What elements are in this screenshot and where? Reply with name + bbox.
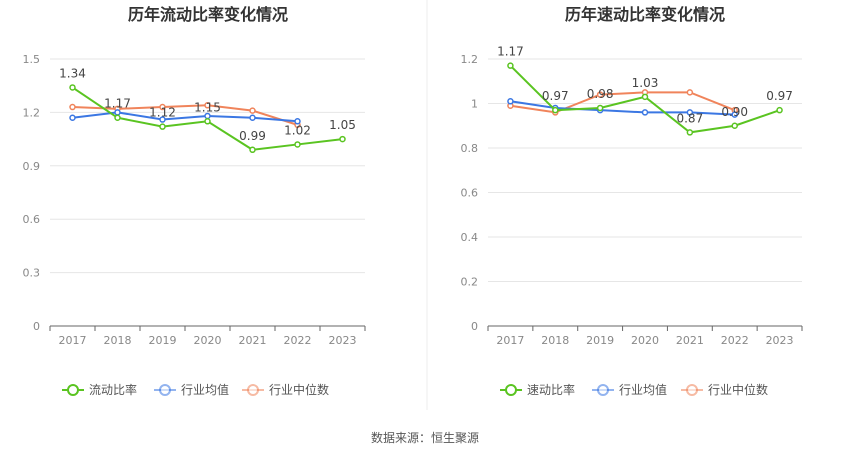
legend-item-1: 流动比率 [62, 382, 137, 397]
chart-title: 历年流动比率变化情况 [128, 5, 288, 24]
legend-label: 速动比率 [527, 382, 575, 397]
data-label: 1.05 [329, 118, 356, 132]
y-tick-label: 0 [33, 320, 40, 333]
data-point [69, 84, 76, 91]
data-point [69, 103, 76, 111]
data-label: 1.15 [194, 100, 221, 114]
x-tick-label: 2020 [631, 334, 659, 347]
legend-marker [247, 384, 259, 396]
legend-item-3: 行业中位数 [242, 382, 329, 397]
legend-label: 行业中位数 [708, 382, 768, 397]
data-point [507, 62, 514, 69]
x-tick-label: 2023 [766, 334, 794, 347]
data-point [552, 106, 559, 114]
legend-label: 行业均值 [181, 382, 229, 397]
data-point [339, 135, 346, 143]
data-source-note: 数据来源：恒生聚源 [370, 431, 479, 445]
x-tick-label: 2018 [104, 334, 132, 347]
data-label: 1.17 [497, 45, 524, 59]
y-tick-label: 1.2 [461, 53, 479, 66]
series-line-2 [510, 100, 735, 116]
x-tick-label: 2021 [239, 334, 267, 347]
chart-panel-1: 历年流动比率变化情况 0 0.3 0.6 0.9 1.2 1.5 2017 2018 2019 20… [23, 5, 366, 397]
legend-marker [597, 384, 609, 396]
legend-label: 行业均值 [619, 382, 667, 397]
data-label: 1.34 [59, 66, 86, 80]
data-point [776, 106, 783, 114]
data-label: 0.97 [766, 89, 793, 103]
data-point [249, 114, 256, 121]
data-label: 1.03 [632, 76, 659, 90]
y-tick-label: 0.4 [461, 231, 479, 244]
y-tick-label: 1 [471, 98, 478, 111]
y-tick-label: 0.2 [461, 276, 479, 289]
x-tick-label: 2022 [721, 334, 749, 347]
data-point [204, 102, 211, 109]
data-label: 1.17 [104, 97, 131, 111]
data-point [249, 146, 256, 154]
legend-marker [67, 384, 79, 396]
data-point [686, 89, 694, 96]
data-point [159, 103, 166, 111]
data-label: 0.90 [721, 105, 748, 119]
legend-label: 行业中位数 [269, 382, 329, 397]
y-tick-label: 0.6 [23, 213, 41, 226]
data-point [596, 104, 604, 112]
x-tick-label: 2019 [586, 334, 614, 347]
data-point [204, 118, 211, 125]
legend-item-3: 行业中位数 [681, 382, 768, 397]
legend-item-2: 行业均值 [154, 382, 229, 397]
y-tick-label: 1.2 [23, 106, 41, 119]
chart-title: 历年速动比率变化情况 [565, 5, 725, 24]
legend-marker [686, 384, 698, 396]
legend-item-1: 速动比率 [500, 382, 575, 397]
series-line-3 [72, 104, 298, 126]
x-tick-label: 2022 [284, 334, 312, 347]
data-label: 1.12 [149, 106, 176, 120]
series-line-3 [510, 91, 736, 114]
y-tick-label: 1.5 [23, 53, 41, 66]
y-tick-label: 0.9 [23, 160, 41, 173]
data-point [731, 111, 738, 118]
x-tick-label: 2023 [329, 334, 357, 347]
y-tick-label: 0 [471, 320, 478, 333]
y-tick-label: 0.3 [23, 267, 41, 280]
data-label: 1.02 [284, 123, 311, 137]
legend-label: 流动比率 [89, 382, 137, 397]
data-point [731, 122, 738, 129]
y-tick-label: 0.6 [461, 187, 479, 200]
data-point [294, 141, 301, 148]
data-label: 0.98 [587, 87, 614, 101]
data-point [249, 107, 256, 114]
data-point [596, 91, 604, 98]
data-point [159, 123, 166, 130]
data-point [159, 116, 166, 123]
data-label: 0.97 [542, 89, 569, 103]
data-point [686, 109, 694, 116]
y-tick-label: 0.8 [461, 142, 479, 155]
x-tick-label: 2019 [149, 334, 177, 347]
legend-item-2: 行业均值 [592, 382, 667, 397]
data-point [686, 129, 694, 136]
x-tick-label: 2017 [496, 334, 524, 347]
x-tick-label: 2021 [676, 334, 704, 347]
data-point [507, 98, 514, 105]
x-tick-label: 2017 [59, 334, 87, 347]
data-point [114, 114, 121, 121]
x-tick-label: 2018 [541, 334, 569, 347]
data-point [294, 118, 301, 125]
data-label: 0.87 [676, 111, 703, 125]
data-point [69, 114, 76, 121]
chart-panel-2: 历年速动比率变化情况 0 0.2 0.4 0.6 0.8 1 1.2 2017 2018 2019 2… [461, 5, 803, 397]
legend-marker [159, 384, 171, 396]
x-tick-label: 2020 [194, 334, 222, 347]
data-label: 0.99 [239, 129, 266, 143]
data-point [641, 93, 649, 101]
data-point [641, 109, 649, 116]
legend-marker [505, 384, 517, 396]
